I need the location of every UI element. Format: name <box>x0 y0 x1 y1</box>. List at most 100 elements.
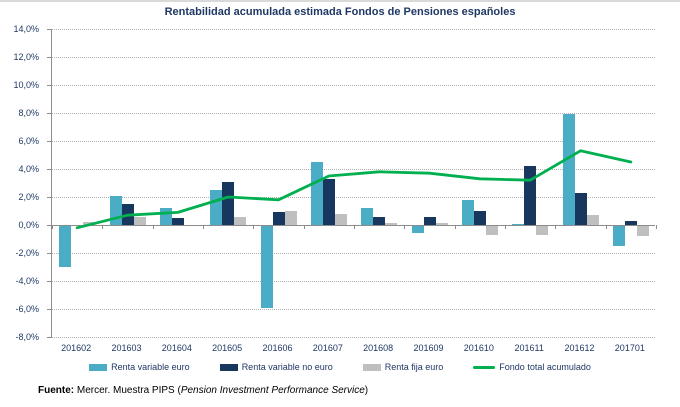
x-axis-category-label: 201604 <box>161 343 192 353</box>
bar-renta-variable-euro <box>512 223 525 225</box>
legend-box-swatch <box>362 363 381 371</box>
source-text-1: Mercer. Muestra PIPS ( <box>74 385 181 396</box>
window-top-border <box>0 0 680 2</box>
x-axis-tick <box>253 225 255 229</box>
bar-renta-fija-euro <box>133 216 146 225</box>
bar-renta-variable-euro <box>310 162 323 225</box>
bar-renta-variable-no-euro <box>624 220 637 225</box>
gridline <box>52 57 655 58</box>
y-axis-tick <box>47 141 52 142</box>
x-axis-category-label: 201606 <box>262 343 293 353</box>
bar-renta-fija-euro <box>636 225 649 237</box>
x-axis-category-label: 201608 <box>363 343 394 353</box>
bar-renta-fija-euro <box>334 213 347 225</box>
x-axis-tick <box>656 225 657 229</box>
gridline <box>52 309 655 310</box>
total-fund-line <box>75 149 633 230</box>
bar-renta-variable-no-euro <box>171 218 184 225</box>
y-axis-tick-label: 12,0% <box>13 52 39 62</box>
bar-renta-variable-no-euro <box>373 216 386 225</box>
bar-renta-variable-euro <box>461 199 474 225</box>
y-axis-tick-label: 4,0% <box>18 164 39 174</box>
y-axis-tick <box>47 309 52 310</box>
source-text-italic: Pension Investment Performance Service <box>180 385 365 396</box>
x-axis-tick <box>555 225 557 229</box>
bar-renta-variable-euro <box>411 225 424 234</box>
gridline <box>52 85 655 86</box>
y-axis-tick <box>47 281 52 282</box>
gridline <box>52 169 655 170</box>
x-axis-tick <box>354 225 355 229</box>
x-axis-tick <box>404 225 406 229</box>
x-axis-tick <box>505 225 506 229</box>
y-axis-tick <box>47 197 52 198</box>
bar-renta-variable-no-euro <box>574 192 587 225</box>
y-axis-tick <box>47 57 52 58</box>
chart-title: Rentabilidad acumulada estimada Fondos d… <box>164 6 516 18</box>
x-axis-tick <box>454 225 456 229</box>
legend-item: Renta fija euro <box>362 362 443 372</box>
legend-label: Renta variable euro <box>111 362 190 372</box>
legend-item: Fondo total acumulado <box>473 362 591 372</box>
legend-label: Fondo total acumulado <box>499 362 591 372</box>
bar-renta-fija-euro <box>536 225 549 235</box>
gridline <box>52 197 655 198</box>
bar-renta-variable-euro <box>260 225 273 308</box>
gridline <box>52 337 655 338</box>
y-axis-tick-label: -8,0% <box>15 332 39 342</box>
y-axis-labels: 14,0% 12,0% 10,0% 8,0% 6,0% 4,0% 2,0% 0,0% -2,0%… <box>0 24 46 342</box>
legend-box-swatch <box>219 363 238 371</box>
y-axis-tick <box>47 225 52 226</box>
source-text-2: ) <box>364 385 369 396</box>
legend-box-swatch <box>89 363 108 371</box>
bar-renta-variable-euro <box>612 225 625 246</box>
y-axis-tick-label: 6,0% <box>18 136 39 146</box>
y-axis-tick-label: -2,0% <box>15 248 39 258</box>
y-axis-tick <box>47 85 52 86</box>
y-axis-tick <box>47 29 52 30</box>
y-axis-tick-label: 8,0% <box>18 108 39 118</box>
source-label: Fuente: <box>38 385 75 396</box>
legend: Renta variable euro Renta variable no eur… <box>0 362 680 372</box>
x-axis-category-label: 201602 <box>61 343 92 353</box>
x-axis-category-label: 201612 <box>564 343 595 353</box>
bar-renta-fija-euro <box>284 211 297 225</box>
x-axis-category-label: 201610 <box>463 343 494 353</box>
y-axis-tick <box>47 169 52 170</box>
gridline <box>52 113 655 114</box>
y-axis-tick <box>47 337 52 338</box>
legend-line-swatch <box>473 365 496 369</box>
x-axis-line <box>52 225 655 226</box>
y-axis-tick-label: 0,0% <box>18 220 39 230</box>
y-axis-tick <box>47 113 52 114</box>
bar-renta-variable-euro <box>361 208 374 225</box>
x-axis-category-label: 201603 <box>111 343 142 353</box>
x-axis-category-label: 201701 <box>614 343 645 353</box>
bar-renta-variable-no-euro <box>423 216 436 225</box>
y-axis-tick-label: 10,0% <box>13 80 39 90</box>
bar-renta-fija-euro <box>586 215 599 225</box>
gridline <box>52 141 655 142</box>
x-axis-labels: 201602 201603 201604 201605 201606 201607 2016… <box>51 343 655 355</box>
gridline <box>52 253 655 254</box>
bar-renta-variable-no-euro <box>272 212 285 225</box>
bar-renta-fija-euro <box>385 222 398 225</box>
bar-renta-variable-no-euro <box>473 211 486 225</box>
legend-item: Renta variable no euro <box>219 362 333 372</box>
x-axis-tick <box>152 225 154 229</box>
x-axis-category-label: 201609 <box>413 343 444 353</box>
legend-item: Renta variable euro <box>89 362 190 372</box>
y-axis-tick-label: -6,0% <box>15 304 39 314</box>
x-axis-category-label: 201611 <box>514 343 544 353</box>
gridline <box>52 29 655 30</box>
bar-renta-variable-no-euro <box>322 178 335 225</box>
bar-renta-fija-euro <box>435 222 448 225</box>
plot-area <box>47 29 657 338</box>
x-axis-tick <box>303 225 305 229</box>
bar-renta-variable-euro <box>562 114 575 225</box>
y-axis-tick-label: -4,0% <box>15 276 39 286</box>
bar-renta-fija-euro <box>234 216 247 225</box>
x-axis-category-label: 201605 <box>212 343 243 353</box>
x-axis-tick <box>102 225 104 229</box>
